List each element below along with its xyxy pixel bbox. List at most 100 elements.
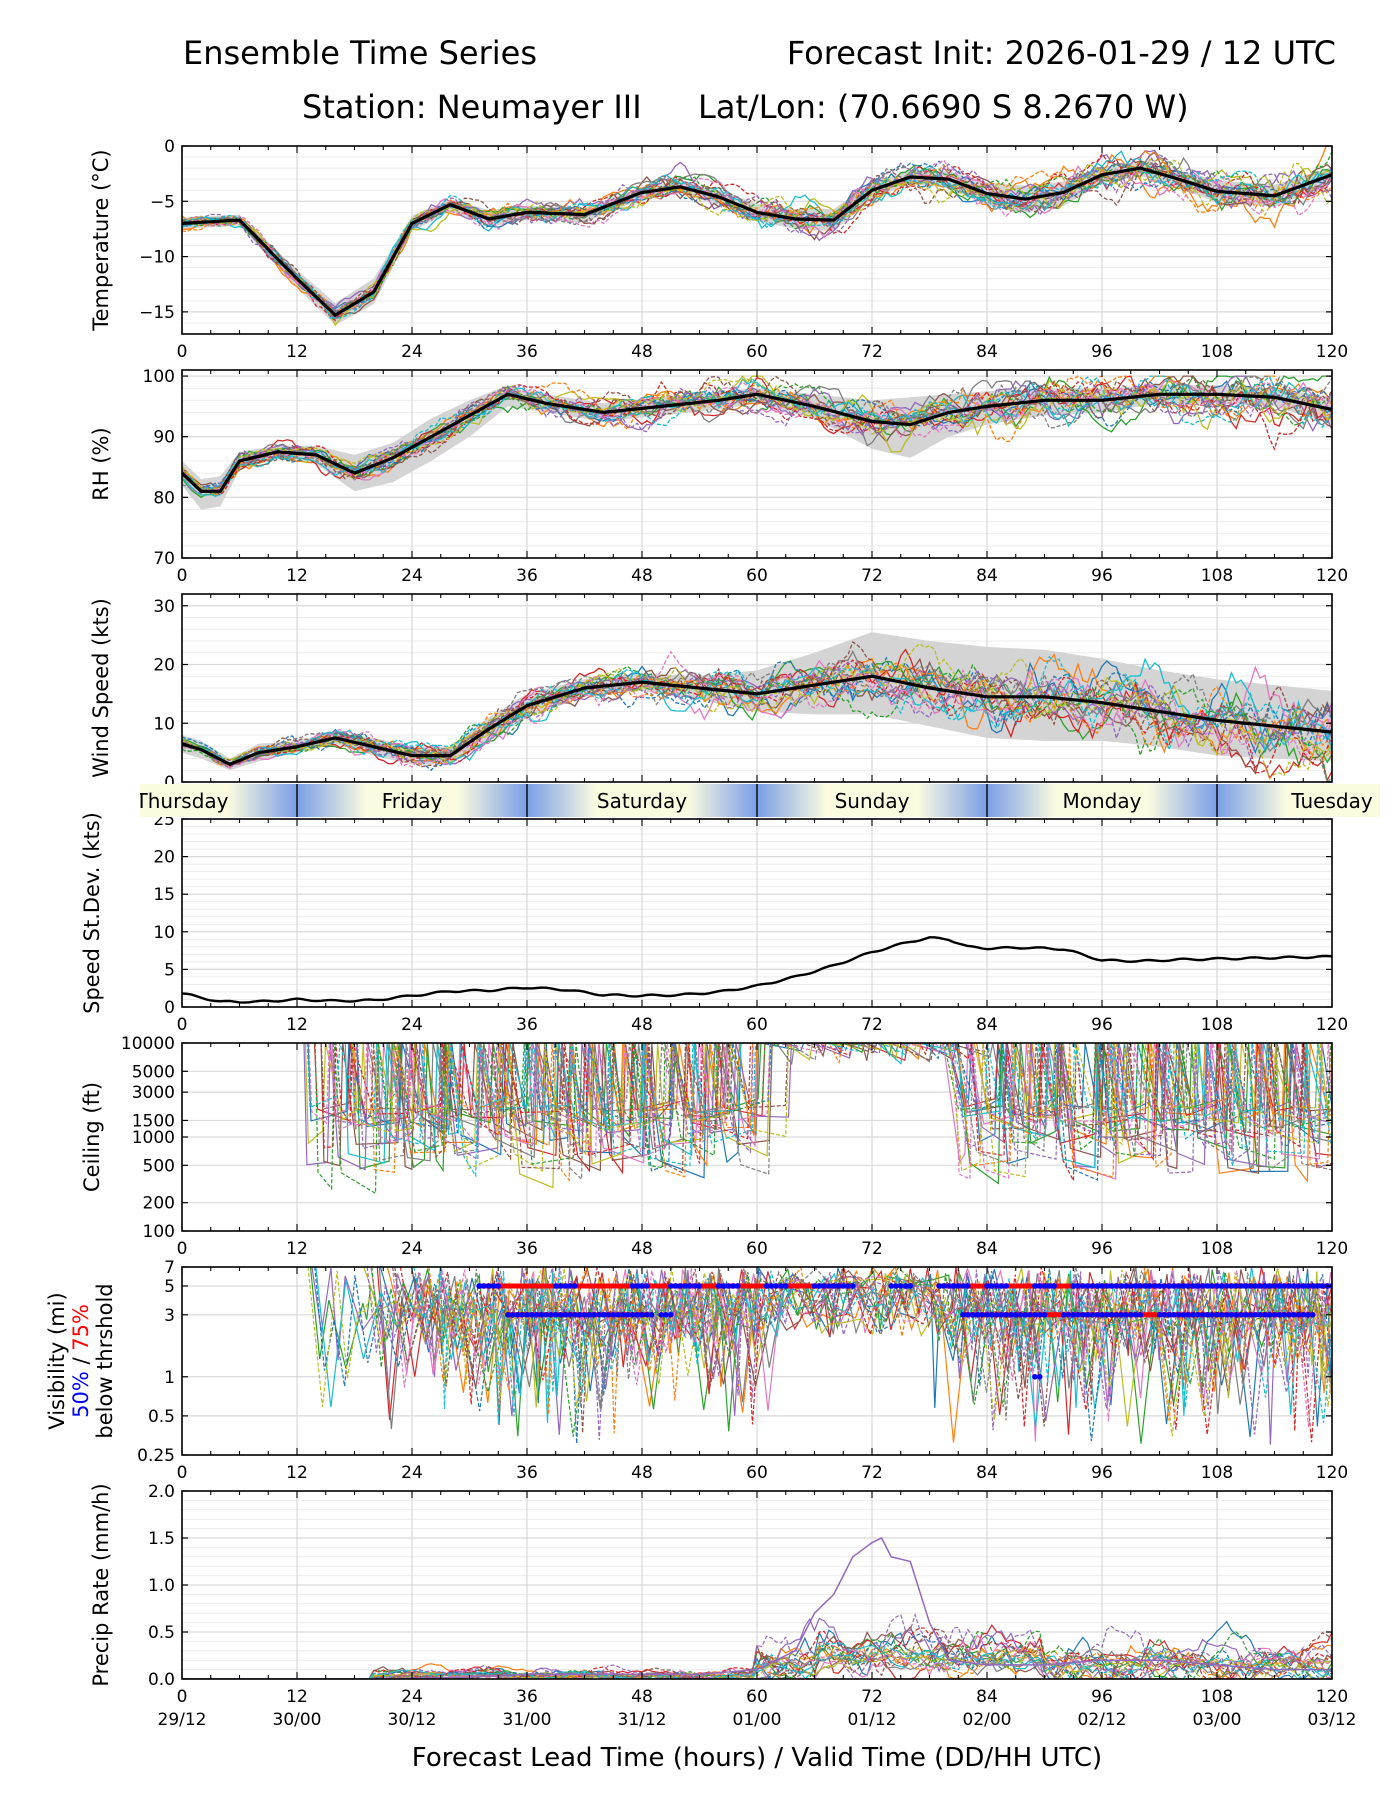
ensemble-member-line (182, 160, 1332, 313)
threshold-50pct-point (567, 1312, 573, 1318)
station-name: Station: Neumayer III (302, 88, 642, 126)
y-tick-label: 1.0 (148, 1576, 175, 1596)
threshold-50pct-point (1218, 1312, 1225, 1318)
threshold-50pct-point (1257, 1312, 1263, 1318)
x-tick-label: 60 (746, 1239, 768, 1259)
threshold-50pct-point (1271, 1312, 1278, 1318)
threshold-50pct-point (1300, 1312, 1307, 1318)
y-tick-label: −10 (139, 248, 175, 268)
x-tick-label: 108 (1201, 1015, 1233, 1035)
ensemble-member-line (413, 1267, 1332, 1424)
threshold-50pct-point (1180, 1283, 1187, 1289)
threshold-50pct-point (639, 1312, 645, 1318)
threshold-50pct-point (677, 1283, 684, 1289)
threshold-50pct-point (725, 1283, 732, 1289)
y-axis-label: Visibility (mi) (45, 1292, 69, 1429)
threshold-50pct-point (1271, 1283, 1278, 1289)
threshold-50pct-point (1017, 1312, 1024, 1318)
threshold-50pct-point (696, 1283, 703, 1289)
threshold-50pct-point (1190, 1312, 1196, 1318)
threshold-50pct-point (1290, 1312, 1297, 1318)
threshold-50pct-point (998, 1312, 1005, 1318)
threshold-50pct-point (643, 1283, 650, 1289)
x-tick-label: 108 (1201, 1239, 1233, 1259)
threshold-50pct-point (481, 1283, 487, 1289)
x-tick-label: 96 (1091, 1239, 1113, 1259)
threshold-50pct-point (1185, 1312, 1192, 1318)
y-tick-label: 0.5 (148, 1407, 175, 1427)
threshold-50pct-point (1118, 1312, 1124, 1318)
threshold-50pct-point (1209, 1283, 1216, 1289)
threshold-50pct-point (1046, 1283, 1053, 1289)
threshold-50pct-point (1175, 1283, 1182, 1289)
threshold-50pct-point (1156, 1283, 1163, 1289)
y-tick-label: 70 (153, 549, 175, 569)
threshold-50pct-point (1161, 1312, 1168, 1318)
y-axis-label: Ceiling (ft) (80, 1082, 104, 1192)
threshold-50pct-point (1276, 1283, 1283, 1289)
y-tick-label: 30 (153, 597, 175, 617)
valid-time-label: 02/12 (1078, 1710, 1127, 1730)
y-axis-label: Speed St.Dev. (kts) (80, 812, 104, 1014)
y-tick-label: 20 (153, 656, 175, 676)
threshold-50pct-point (1099, 1283, 1105, 1289)
y-tick-label: 1.5 (148, 1529, 175, 1549)
plot-area (182, 632, 1332, 782)
threshold-50pct-point (974, 1312, 981, 1318)
ensemble-member-line (370, 1043, 1332, 1182)
x-tick-label: 48 (631, 1239, 653, 1259)
threshold-50pct-point (1137, 1283, 1144, 1289)
threshold-50pct-point (1238, 1283, 1244, 1289)
threshold-50pct-point (634, 1283, 641, 1289)
ensemble-member-line (320, 1043, 1332, 1174)
label-part: 50% (69, 1371, 93, 1418)
threshold-50pct-point (1180, 1312, 1187, 1318)
threshold-50pct-point (1070, 1283, 1077, 1289)
y-tick-label: 80 (153, 488, 175, 508)
threshold-50pct-point (1041, 1312, 1048, 1318)
threshold-50pct-point (672, 1283, 679, 1289)
x-tick-label: 108 (1201, 1463, 1233, 1483)
day-band (987, 784, 1217, 817)
y-tick-label: 1000 (132, 1128, 175, 1148)
threshold-50pct-point (1123, 1283, 1129, 1289)
x-tick-label: 48 (631, 1015, 653, 1035)
threshold-50pct-point (1171, 1312, 1177, 1318)
threshold-50pct-point (1262, 1312, 1268, 1318)
ensemble-member-line (182, 657, 1332, 766)
threshold-50pct-point (1266, 1283, 1273, 1289)
threshold-50pct-point (643, 1312, 650, 1318)
threshold-50pct-point (1199, 1283, 1206, 1289)
ensemble-member-line (182, 662, 1332, 782)
threshold-50pct-point (1305, 1312, 1311, 1318)
threshold-50pct-point (835, 1283, 842, 1289)
threshold-50pct-point (1036, 1373, 1043, 1380)
threshold-50pct-point (1228, 1283, 1235, 1289)
threshold-50pct-point (1223, 1312, 1230, 1318)
x-tick-label: 12 (286, 566, 308, 586)
threshold-50pct-point (605, 1312, 612, 1318)
x-tick-label: 12 (286, 1015, 308, 1035)
y-tick-label: −5 (150, 192, 175, 212)
y-tick-label: −15 (139, 303, 175, 323)
x-tick-label: 60 (746, 1015, 768, 1035)
x-tick-label: 84 (976, 1463, 998, 1483)
threshold-50pct-point (1310, 1283, 1316, 1289)
threshold-50pct-point (1242, 1283, 1249, 1289)
y-axis-label-line3: below thrshold (93, 1283, 117, 1438)
x-tick-label: 96 (1091, 566, 1113, 586)
panel-wind: 0 10 20 30 Wind Speed (kts) (89, 593, 1333, 793)
y-tick-label: 0 (164, 137, 175, 157)
x-tick-label: 120 (1316, 1015, 1348, 1035)
threshold-50pct-point (893, 1283, 899, 1289)
day-label: Friday (382, 789, 443, 813)
threshold-50pct-point (1214, 1283, 1220, 1289)
threshold-50pct-point (667, 1312, 674, 1318)
threshold-50pct-point (1314, 1283, 1321, 1289)
threshold-50pct-point (663, 1312, 669, 1318)
threshold-50pct-point (845, 1283, 851, 1289)
panel-rh: 70 80 90 100 0 12 24 36 48 60 72 84 96 108 120 RH (%) (89, 367, 1348, 586)
